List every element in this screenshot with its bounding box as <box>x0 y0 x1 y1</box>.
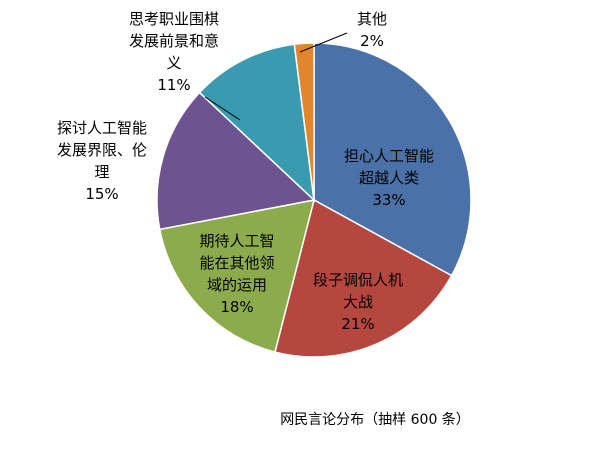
slice-name-line: 段子调侃人机 <box>313 271 403 289</box>
pie-slice-4 <box>156 91 316 231</box>
slice-label-5: 思考职业围棋发展前景和意义 11% <box>129 10 219 94</box>
slice-percent-label: 11% <box>157 76 190 94</box>
leader-line-5 <box>204 96 241 121</box>
pie-slice-6 <box>293 42 315 201</box>
slice-percent-label: 15% <box>85 185 118 203</box>
slice-name-line: 发展前景和意 <box>129 32 219 50</box>
slice-label-3: 期待人工智能在其他领域的运用 18% <box>199 232 274 316</box>
slice-name-line: 域的运用 <box>207 276 267 294</box>
slice-name-line: 义 <box>166 54 181 72</box>
leader-lines <box>204 32 348 121</box>
pie-slice-5 <box>198 43 316 202</box>
slice-name-line: 担心人工智能 <box>344 147 434 165</box>
leader-line-6 <box>299 32 348 53</box>
chart-title: 网民言论分布（抽样 600 条） <box>280 411 470 428</box>
slice-name-line: 思考职业围棋 <box>129 10 219 28</box>
pie-slice-2 <box>274 198 453 358</box>
slice-label-2: 段子调侃人机大战 21% <box>313 271 403 333</box>
pie-slices <box>156 42 472 358</box>
slice-percent-label: 33% <box>372 191 405 209</box>
slice-name-line: 探讨人工智能 <box>57 119 147 137</box>
pie-slice-3 <box>158 199 316 353</box>
slice-name-line: 理 <box>94 163 109 181</box>
slice-name-line: 能在其他领 <box>199 254 274 272</box>
slice-label-6: 其他 2% <box>357 10 387 50</box>
slice-name-line: 发展界限、伦 <box>57 141 147 159</box>
slice-name-line: 期待人工智 <box>199 232 274 250</box>
slice-labels: 担心人工智能超越人类 33% 段子调侃人机大战 21% 期待人工智能在其他领域的运用 18… <box>57 10 434 333</box>
slice-name-line: 其他 <box>357 10 387 28</box>
slice-name-line: 大战 <box>343 293 373 311</box>
slice-percent-label: 2% <box>360 32 384 50</box>
slice-name-line: 超越人类 <box>359 169 419 187</box>
slice-label-1: 担心人工智能超越人类 33% <box>344 147 434 209</box>
pie-slice-1 <box>313 42 472 277</box>
slice-percent-label: 21% <box>341 315 374 333</box>
slice-label-4: 探讨人工智能发展界限、伦理 15% <box>57 119 147 203</box>
slice-percent-label: 18% <box>220 298 253 316</box>
